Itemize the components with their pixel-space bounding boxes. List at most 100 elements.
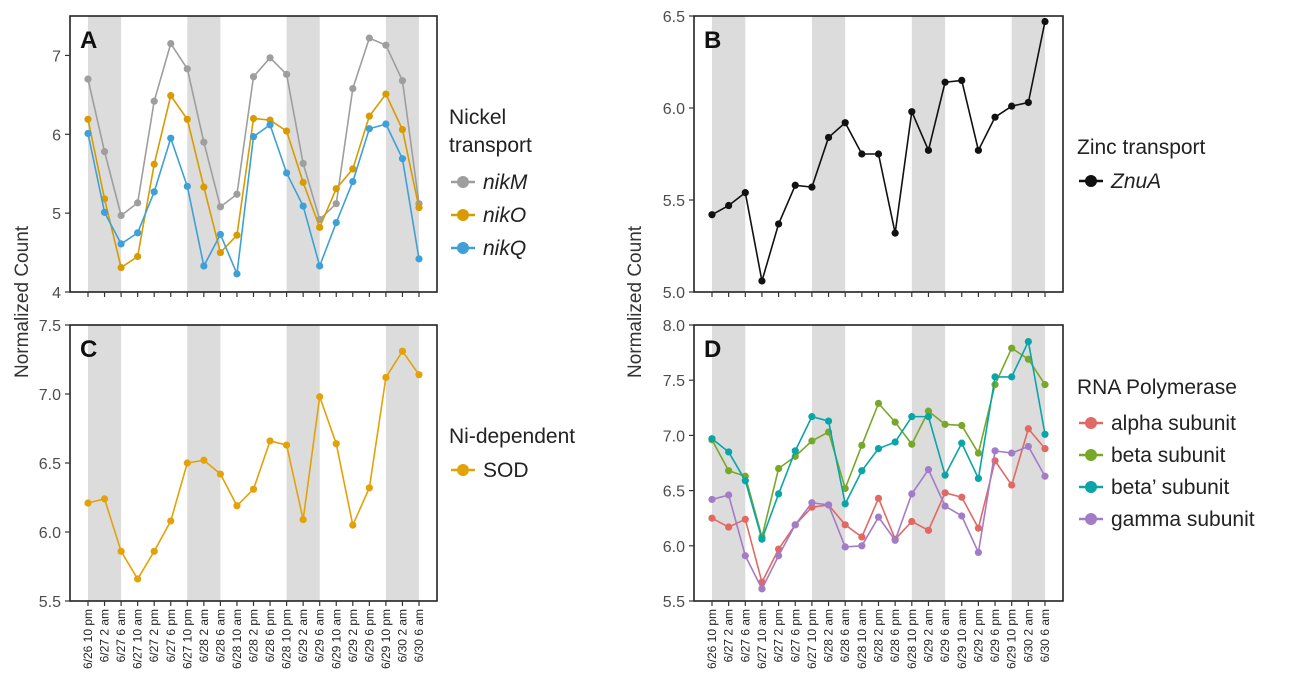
data-point xyxy=(349,178,357,186)
x-tick-label: 6/26 10 pm xyxy=(81,609,95,669)
data-point xyxy=(117,211,125,220)
data-point xyxy=(183,65,191,73)
data-point xyxy=(100,495,109,503)
data-point xyxy=(1041,472,1049,480)
data-point xyxy=(775,552,783,560)
data-point xyxy=(84,129,92,138)
data-point xyxy=(958,493,966,501)
data-point xyxy=(725,201,733,210)
data-point xyxy=(216,230,224,239)
data-point xyxy=(365,484,373,492)
x-tick-label: 6/27 6 pm xyxy=(788,609,802,662)
night-band xyxy=(911,325,946,601)
data-point xyxy=(908,440,916,448)
legend-label: beta subunit xyxy=(1111,444,1226,467)
y-tick-label: 6.0 xyxy=(39,525,61,542)
data-point xyxy=(808,499,816,507)
legend-title: Ni-dependent xyxy=(449,425,575,448)
data-point xyxy=(382,120,390,128)
data-point xyxy=(316,223,324,231)
data-point xyxy=(741,477,749,485)
data-point xyxy=(134,252,142,261)
legend-key-dot xyxy=(457,176,469,188)
data-point xyxy=(941,471,949,479)
x-tick-label: 6/29 6 am xyxy=(938,609,952,662)
data-point xyxy=(183,459,191,467)
legend-label: ZnuA xyxy=(1110,170,1161,193)
data-point xyxy=(791,447,799,455)
data-point xyxy=(841,521,849,529)
data-point xyxy=(266,437,274,445)
data-point xyxy=(758,585,766,593)
night-band xyxy=(385,16,419,292)
data-point xyxy=(874,399,883,407)
panel-d: D5.56.06.57.07.58.06/26 10 pm 6/27 2 am 6/… xyxy=(663,318,1064,669)
night-band xyxy=(385,325,419,601)
legend-title: transport xyxy=(449,134,532,157)
x-tick-label: 6/27 10 pm xyxy=(180,609,194,669)
data-point xyxy=(134,229,142,237)
data-point xyxy=(824,501,833,509)
data-point xyxy=(974,449,983,457)
night-band xyxy=(1011,325,1045,601)
x-tick-label: 6/27 2 am xyxy=(722,609,736,662)
data-point xyxy=(741,189,749,197)
data-point xyxy=(382,41,390,49)
data-point xyxy=(365,34,373,42)
data-point xyxy=(941,502,949,510)
data-point xyxy=(924,407,933,415)
night-band xyxy=(187,16,221,292)
x-tick-label: 6/28 6 am xyxy=(213,609,227,662)
data-point xyxy=(349,84,357,93)
data-point xyxy=(974,548,983,557)
x-tick-label: 6/29 10 am xyxy=(955,609,969,669)
night-band xyxy=(712,16,746,292)
data-point xyxy=(941,420,949,428)
data-point xyxy=(708,435,716,443)
data-point xyxy=(117,547,125,555)
y-tick-label: 5.5 xyxy=(663,594,685,611)
data-point xyxy=(858,150,866,158)
x-tick-label: 6/28 10 pm xyxy=(280,609,294,669)
data-point xyxy=(808,437,816,445)
data-point xyxy=(741,552,749,560)
data-point xyxy=(382,373,390,382)
data-point xyxy=(891,418,899,426)
data-point xyxy=(841,119,849,127)
data-point xyxy=(725,523,733,531)
plot-frame xyxy=(69,324,438,602)
x-tick-label: 6/29 6 am xyxy=(313,609,327,662)
y-axis-label-right: Normalized Count xyxy=(625,225,646,378)
data-point xyxy=(249,133,258,141)
legend-key-dot xyxy=(1085,175,1097,187)
legend-ni-dependent: Ni-dependent SOD xyxy=(449,425,575,482)
y-tick-label: 5.5 xyxy=(39,594,61,611)
data-point xyxy=(974,524,983,532)
data-point xyxy=(183,115,191,123)
data-point xyxy=(841,484,849,492)
data-point xyxy=(958,76,966,84)
data-point xyxy=(958,421,966,430)
data-point xyxy=(991,447,999,455)
panel-letter: D xyxy=(704,336,721,363)
data-point xyxy=(233,231,241,239)
y-tick-label: 6.5 xyxy=(39,456,61,473)
data-point xyxy=(150,97,158,105)
legend-key-dot xyxy=(457,209,469,221)
panel-a: A 4 5 6 7 xyxy=(52,15,438,302)
data-point xyxy=(958,439,966,447)
data-point xyxy=(167,92,175,100)
x-tick-label: 6/28 6 pm xyxy=(888,609,902,662)
data-point xyxy=(233,270,241,278)
data-point xyxy=(365,125,373,133)
y-tick-label: 6.0 xyxy=(663,101,685,118)
data-point xyxy=(1024,425,1032,433)
data-point xyxy=(84,75,92,83)
x-tick-label: 6/29 10 pm xyxy=(379,609,393,669)
legend-label: nikM xyxy=(483,171,528,194)
data-point xyxy=(100,208,109,216)
data-point xyxy=(924,413,933,421)
x-tick-label: 6/27 6 am xyxy=(114,609,128,662)
data-point xyxy=(283,441,291,449)
x-tick-label: 6/30 6 am xyxy=(1038,609,1052,662)
